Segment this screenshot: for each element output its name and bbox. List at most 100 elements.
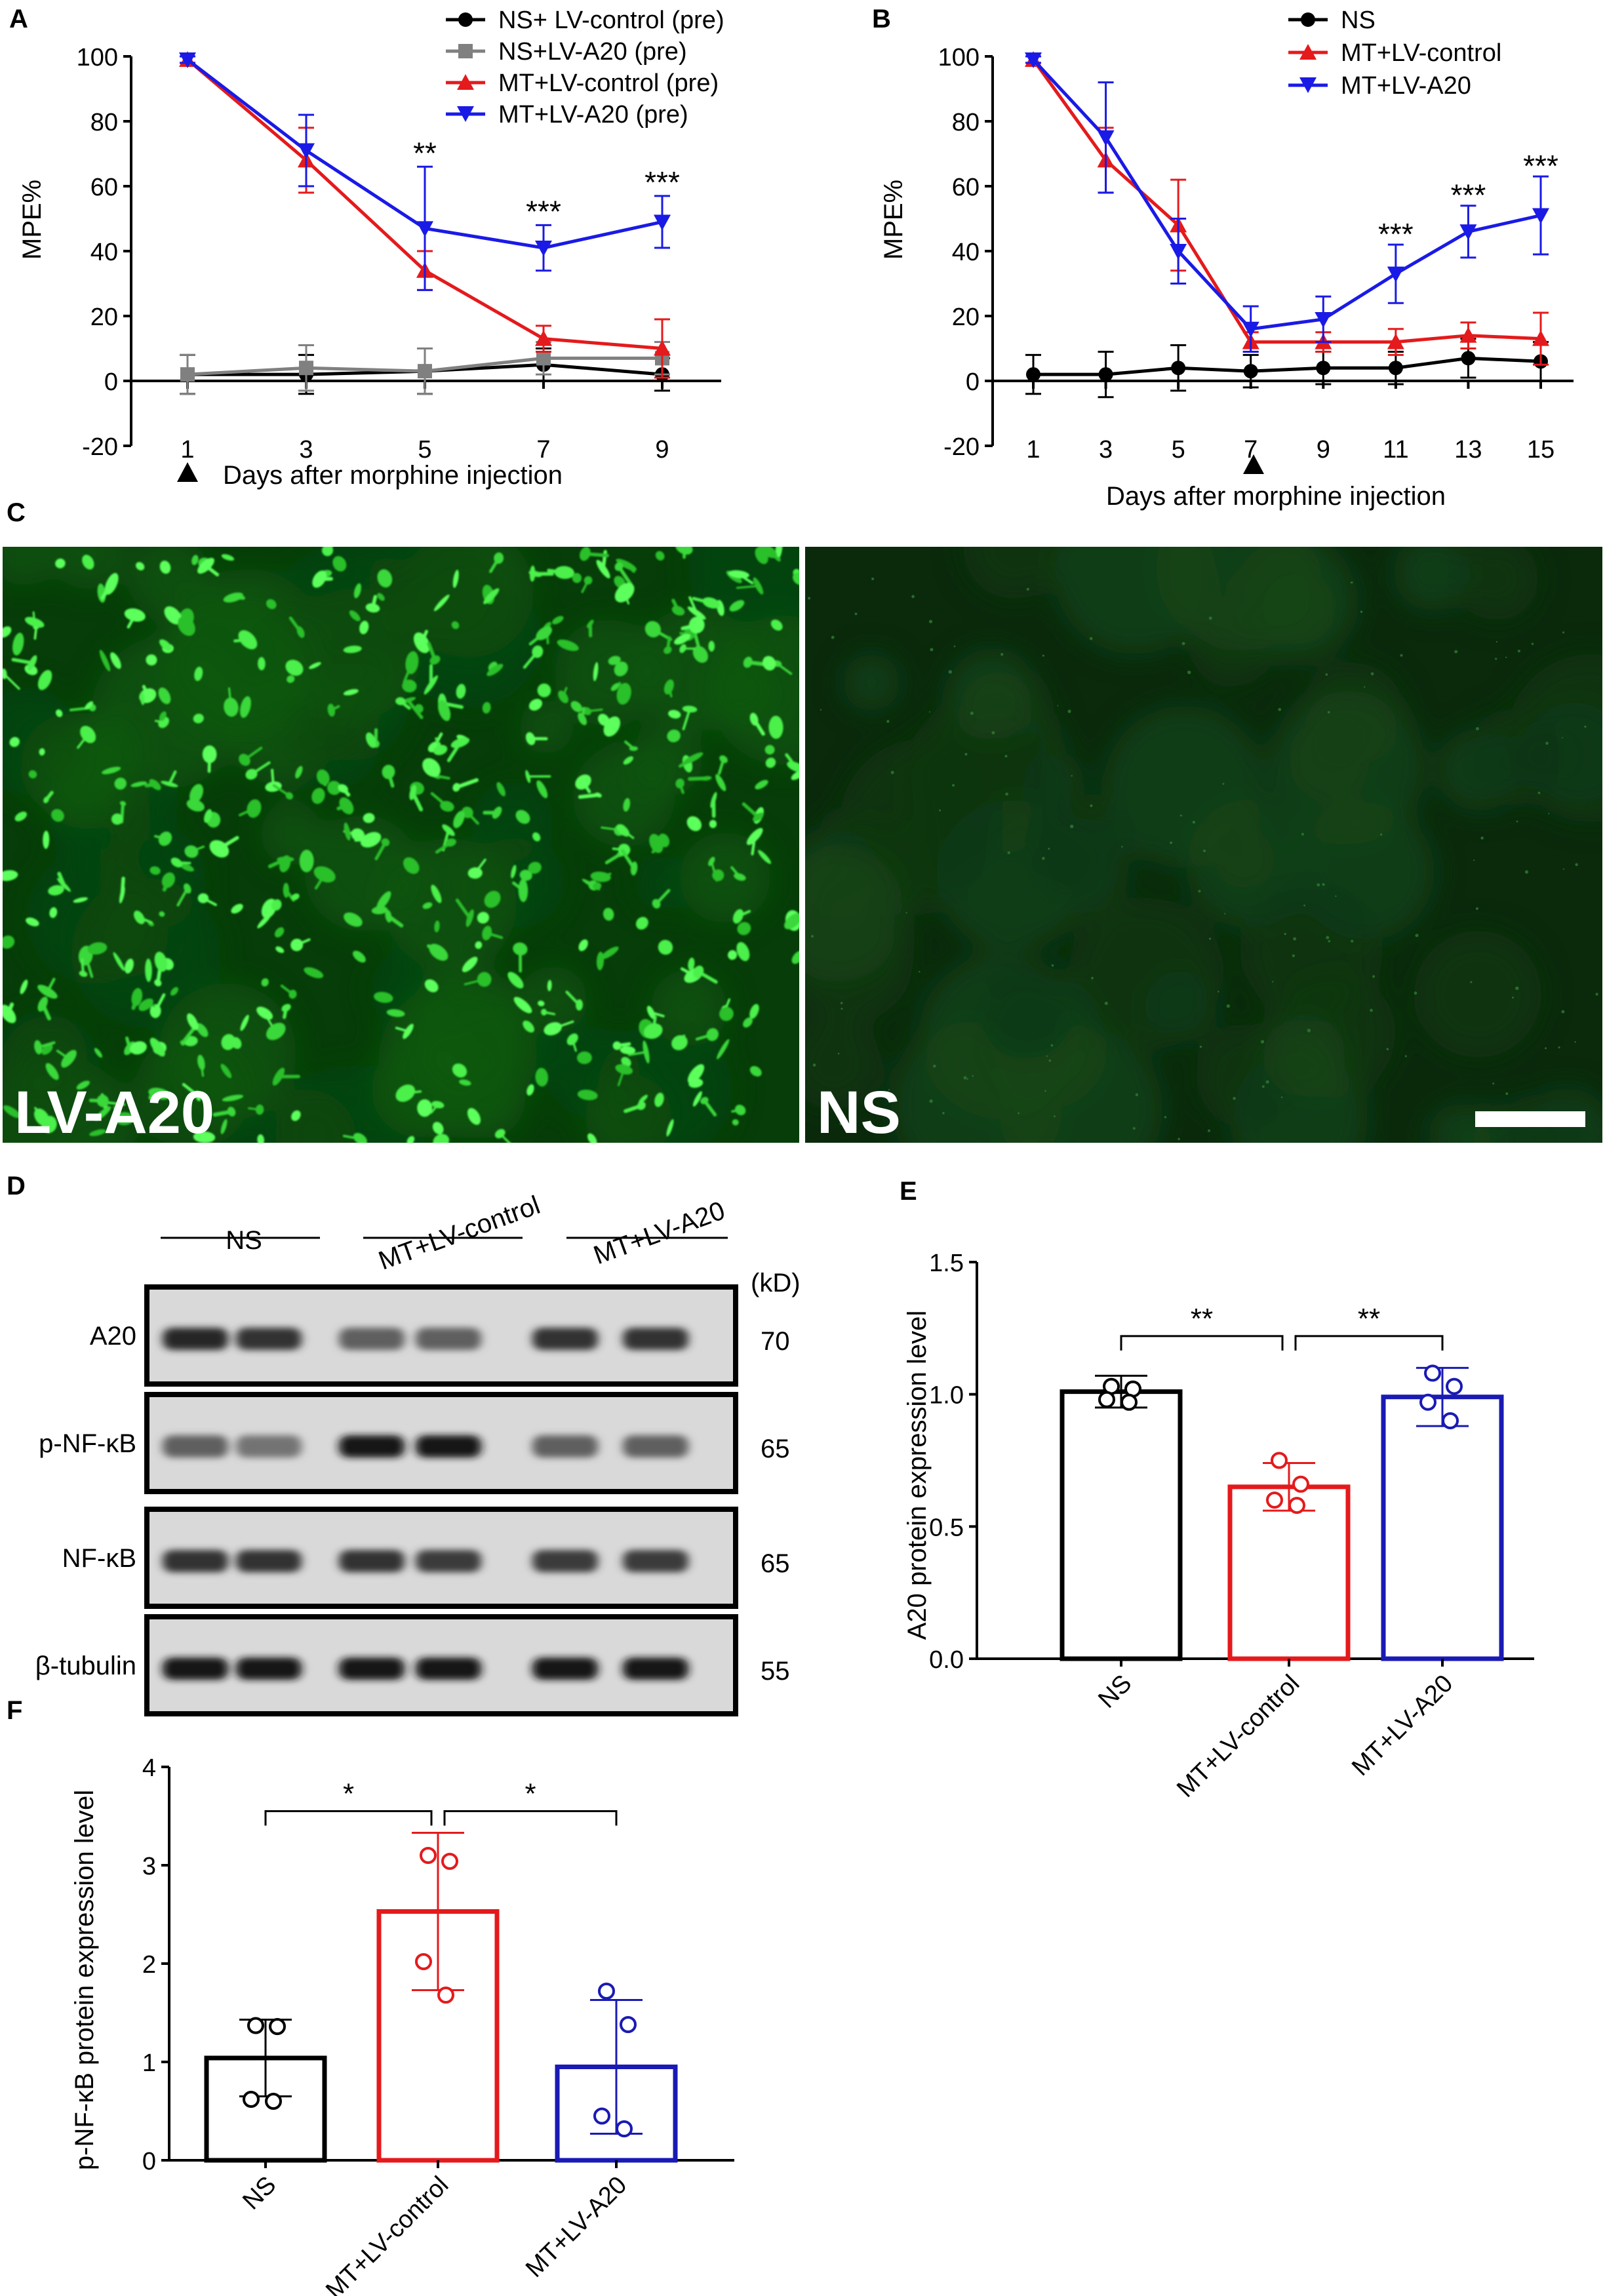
background-speck <box>1048 1059 1052 1062</box>
fluorescent-cell <box>658 940 673 955</box>
fluorescent-cell <box>353 583 361 599</box>
fluorescent-cell <box>536 780 548 799</box>
fluorescent-cell <box>180 863 194 872</box>
y-axis-label: MPE% <box>879 180 908 260</box>
y-tick-label: 20 <box>90 304 118 331</box>
blot-band <box>623 1550 688 1573</box>
cell-process <box>56 1050 70 1060</box>
panel-e: E A20 protein expression level 0.0 0.5 1.0… <box>900 1177 1534 1803</box>
cell-process <box>785 753 797 768</box>
cell-process <box>620 849 636 871</box>
cell-process <box>651 839 665 854</box>
background-speck <box>1370 672 1374 676</box>
fluorescent-cell <box>110 652 121 669</box>
cell-process <box>182 1082 200 1098</box>
fluorescent-cell <box>433 1134 450 1143</box>
fluorescent-cell <box>727 950 738 960</box>
series-2 <box>1025 52 1549 353</box>
background-texture <box>91 900 168 977</box>
cell-process <box>410 790 424 812</box>
fluorescent-cell <box>73 897 89 903</box>
data-point <box>654 214 671 231</box>
background-speck <box>1454 650 1458 654</box>
background-texture <box>1507 654 1602 822</box>
cell-process <box>766 549 781 562</box>
background-speck <box>939 809 941 812</box>
background-speck <box>933 1064 936 1068</box>
fluorescent-cell <box>403 857 420 875</box>
fluorescent-cell <box>45 1063 59 1080</box>
fluorescent-cell <box>130 781 148 787</box>
fluorescent-cell <box>359 620 369 635</box>
data-point <box>535 241 552 257</box>
blot-band <box>532 1657 598 1680</box>
background-speck <box>1170 841 1173 844</box>
background-speck <box>1505 1092 1509 1096</box>
cell-process <box>37 1041 56 1049</box>
data-point <box>1532 330 1549 346</box>
blot-band <box>236 1435 302 1458</box>
y-tick-label: 60 <box>90 174 118 201</box>
cell-process <box>580 707 585 721</box>
comparison-bracket <box>443 1810 618 1826</box>
cell-process <box>176 887 189 907</box>
fluorescent-cell <box>154 951 168 972</box>
cell-process <box>201 897 217 907</box>
fluorescent-cell <box>578 939 588 951</box>
bar <box>1227 1484 1351 1661</box>
background-texture <box>555 619 662 726</box>
background-texture <box>1054 547 1216 654</box>
fluorescent-cell <box>692 1091 702 1107</box>
data-point <box>1271 1452 1288 1469</box>
fluorescent-cell <box>102 766 121 774</box>
fluorescent-cell <box>149 1037 165 1057</box>
background-speck <box>1326 936 1330 940</box>
background-speck <box>1226 1004 1231 1008</box>
background-speck <box>1091 977 1094 980</box>
cell-process <box>427 944 441 955</box>
data-point <box>1459 327 1477 343</box>
cell-process <box>466 811 479 825</box>
fluorescent-cell <box>258 657 266 671</box>
series-line <box>1031 58 1541 344</box>
fluorescent-cell <box>82 555 94 570</box>
background-speck <box>1325 673 1328 676</box>
fluorescent-cell <box>41 1115 57 1134</box>
cell-process <box>455 898 472 920</box>
x-tick-label: 13 <box>1454 436 1482 464</box>
panel-letter: B <box>872 5 891 33</box>
cell-process <box>617 1068 625 1086</box>
cell-process <box>100 582 113 600</box>
fluorescent-cell <box>189 783 204 804</box>
group-label: MT+LV-control <box>375 1191 544 1276</box>
background-speck <box>1364 686 1366 688</box>
image-label: NS <box>817 1079 901 1146</box>
cell-process <box>624 740 635 750</box>
fluorescent-cell <box>291 1110 301 1121</box>
background-texture <box>1261 572 1338 649</box>
cell-process <box>730 866 742 879</box>
fluorescent-cell <box>601 946 619 960</box>
cell-process <box>46 978 56 993</box>
background-speck <box>1132 1127 1136 1130</box>
background-speck <box>890 770 894 774</box>
cell-process <box>145 1003 155 1007</box>
blot-band <box>532 1435 598 1458</box>
cell-process <box>680 967 696 977</box>
fluorescent-cell <box>194 666 203 681</box>
cell-process <box>120 877 125 897</box>
fluorescent-cell <box>687 1064 705 1084</box>
background-texture <box>1262 1014 1345 1097</box>
blot-label: A20 <box>90 1322 136 1351</box>
background-speck <box>1001 652 1004 656</box>
fluorescent-cell <box>570 701 583 713</box>
y-tick-label: 0.0 <box>929 1646 964 1674</box>
cell-process <box>77 733 89 749</box>
background-texture <box>404 966 530 1092</box>
x-tick-label: 5 <box>418 436 431 464</box>
fluorescent-cell <box>511 865 517 879</box>
panel-letter: A <box>9 5 28 33</box>
cell-process <box>288 616 303 634</box>
fluorescent-cell <box>654 1092 664 1107</box>
fluorescent-cell <box>43 830 50 849</box>
